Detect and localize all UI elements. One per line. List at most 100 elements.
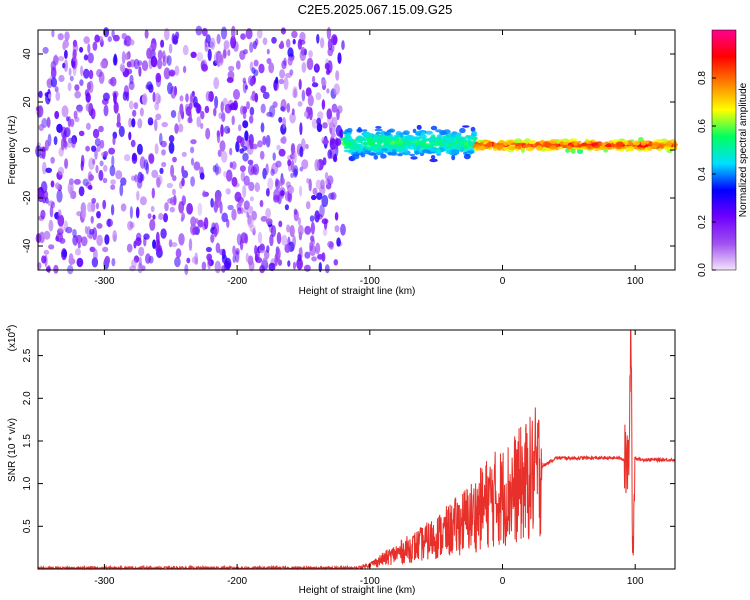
- spectrogram-cell: [150, 55, 158, 68]
- snr-scale-exponent: 4: [6, 328, 13, 332]
- spectrogram-cell: [161, 149, 166, 156]
- spectrogram-cell: [40, 181, 48, 194]
- spectrogram-cell: [52, 55, 59, 66]
- spectrogram-cell: [668, 147, 676, 150]
- spectrogram-cell: [64, 31, 70, 41]
- spectrogram-cell: [213, 77, 220, 90]
- spectrogram-cell: [85, 181, 92, 189]
- spectrogram-cell: [316, 122, 323, 133]
- spectrogram-cell: [120, 203, 127, 212]
- spectrogram-cell: [62, 62, 66, 69]
- spectrogram-cell: [311, 194, 317, 201]
- spectrogram-cell: [327, 47, 334, 57]
- spectrogram-cell: [387, 145, 394, 149]
- spectrogram-cell: [493, 142, 497, 149]
- spectrogram-cell: [514, 138, 523, 144]
- spectrogram-cell: [207, 48, 212, 62]
- spectrogram-cell: [223, 171, 227, 178]
- spectrogram-cell: [382, 135, 389, 139]
- spectrogram-cell: [304, 264, 311, 272]
- spectrogram-cell: [170, 110, 177, 118]
- spectrogram-cell: [240, 33, 246, 40]
- spectrogram-cell: [231, 115, 235, 126]
- spectrogram-cell: [57, 214, 65, 227]
- spectrogram-cell: [321, 194, 329, 208]
- spectrogram-cell: [43, 249, 50, 255]
- spectrogram-cell: [93, 248, 98, 261]
- spectrogram-cell: [121, 51, 126, 64]
- spectrogram-cell: [91, 145, 97, 152]
- spectrogram-cell: [160, 39, 165, 48]
- spectrogram-cell: [191, 256, 199, 264]
- spectrogram-cell: [238, 200, 243, 207]
- spectrogram-cell: [148, 153, 155, 164]
- spectrogram-cell: [310, 221, 315, 235]
- spectrogram-cell: [435, 129, 443, 133]
- spectrogram-cell: [214, 95, 219, 109]
- spectrogram-cell: [270, 168, 275, 176]
- spectrogram-cell: [87, 202, 93, 213]
- spectrogram-cell: [467, 135, 475, 139]
- spectrogram-cell: [346, 127, 353, 133]
- spectrogram-cell: [304, 225, 312, 235]
- spectrogram-cell: [267, 177, 274, 190]
- spectrogram-cell: [650, 146, 657, 150]
- spectrogram-cell: [262, 37, 268, 46]
- spectrogram-cell: [196, 116, 201, 128]
- spectrogram-cell: [48, 219, 54, 232]
- snr-ylabel: SNR (10 * v/v): [7, 418, 18, 482]
- spectrogram-cell: [224, 257, 232, 270]
- spectrogram-cell: [304, 251, 311, 259]
- spectrogram-cell: [299, 166, 304, 172]
- spectrogram-cell: [179, 103, 184, 116]
- spectrogram-cell: [155, 244, 162, 253]
- spectrogram-cell: [429, 145, 435, 148]
- spectrogram-cell: [87, 52, 94, 64]
- spectrogram-cell: [164, 28, 170, 41]
- spectrogram-cell: [57, 228, 64, 236]
- spectrogram-cell: [168, 69, 176, 77]
- spectrogram-cell: [144, 29, 149, 39]
- spectrogram-cell: [297, 224, 304, 236]
- spectrogram-cell: [330, 192, 337, 201]
- spectrogram-cell: [181, 212, 186, 221]
- spectrogram-cell: [194, 252, 198, 263]
- spectrogram-cell: [235, 250, 240, 263]
- spectrogram-cell: [87, 185, 93, 190]
- spectrogram-cell: [242, 152, 249, 162]
- spectrogram-cell: [100, 139, 105, 149]
- spectrogram-cell: [227, 204, 234, 211]
- spectrogram-cell: [335, 138, 342, 146]
- spectrogram-cell: [327, 175, 334, 186]
- spectrogram-cell: [268, 62, 275, 74]
- spectrogram-cell: [247, 215, 252, 226]
- spectrogram-cell: [64, 127, 71, 138]
- spectrogram-cell: [112, 135, 116, 146]
- spectrogram-cell: [255, 249, 260, 261]
- spectrogram-cell: [61, 105, 69, 118]
- spectrogram-cell: [249, 77, 254, 87]
- spectrogram-cell: [226, 127, 231, 134]
- spectrogram-cell: [102, 177, 108, 184]
- spectrogram-cell: [140, 173, 145, 182]
- spectrogram-cell: [38, 123, 44, 132]
- spectrogram-cell: [67, 137, 73, 144]
- spectrogram-cell: [200, 110, 205, 120]
- spectrogram-cell: [321, 252, 326, 262]
- spectrogram-cell: [168, 141, 175, 154]
- spectrogram-cell: [181, 195, 186, 206]
- spectrogram-cell: [159, 167, 164, 175]
- spectrogram-cell: [136, 190, 140, 201]
- spectrogram-cell: [74, 90, 82, 99]
- x-tick-label: -200: [227, 576, 247, 587]
- spectrogram-cell: [138, 246, 145, 257]
- spectrogram-cell: [259, 265, 265, 274]
- spectrogram-cell: [139, 196, 147, 206]
- spectrogram-cell: [329, 138, 337, 150]
- spectrogram-cell: [230, 35, 237, 49]
- spectrogram-cell: [262, 135, 267, 146]
- spectrogram-cell: [174, 65, 180, 76]
- spectrogram-cell: [395, 139, 404, 146]
- spectrogram-cell: [278, 220, 283, 228]
- spectrogram-cell: [147, 213, 152, 220]
